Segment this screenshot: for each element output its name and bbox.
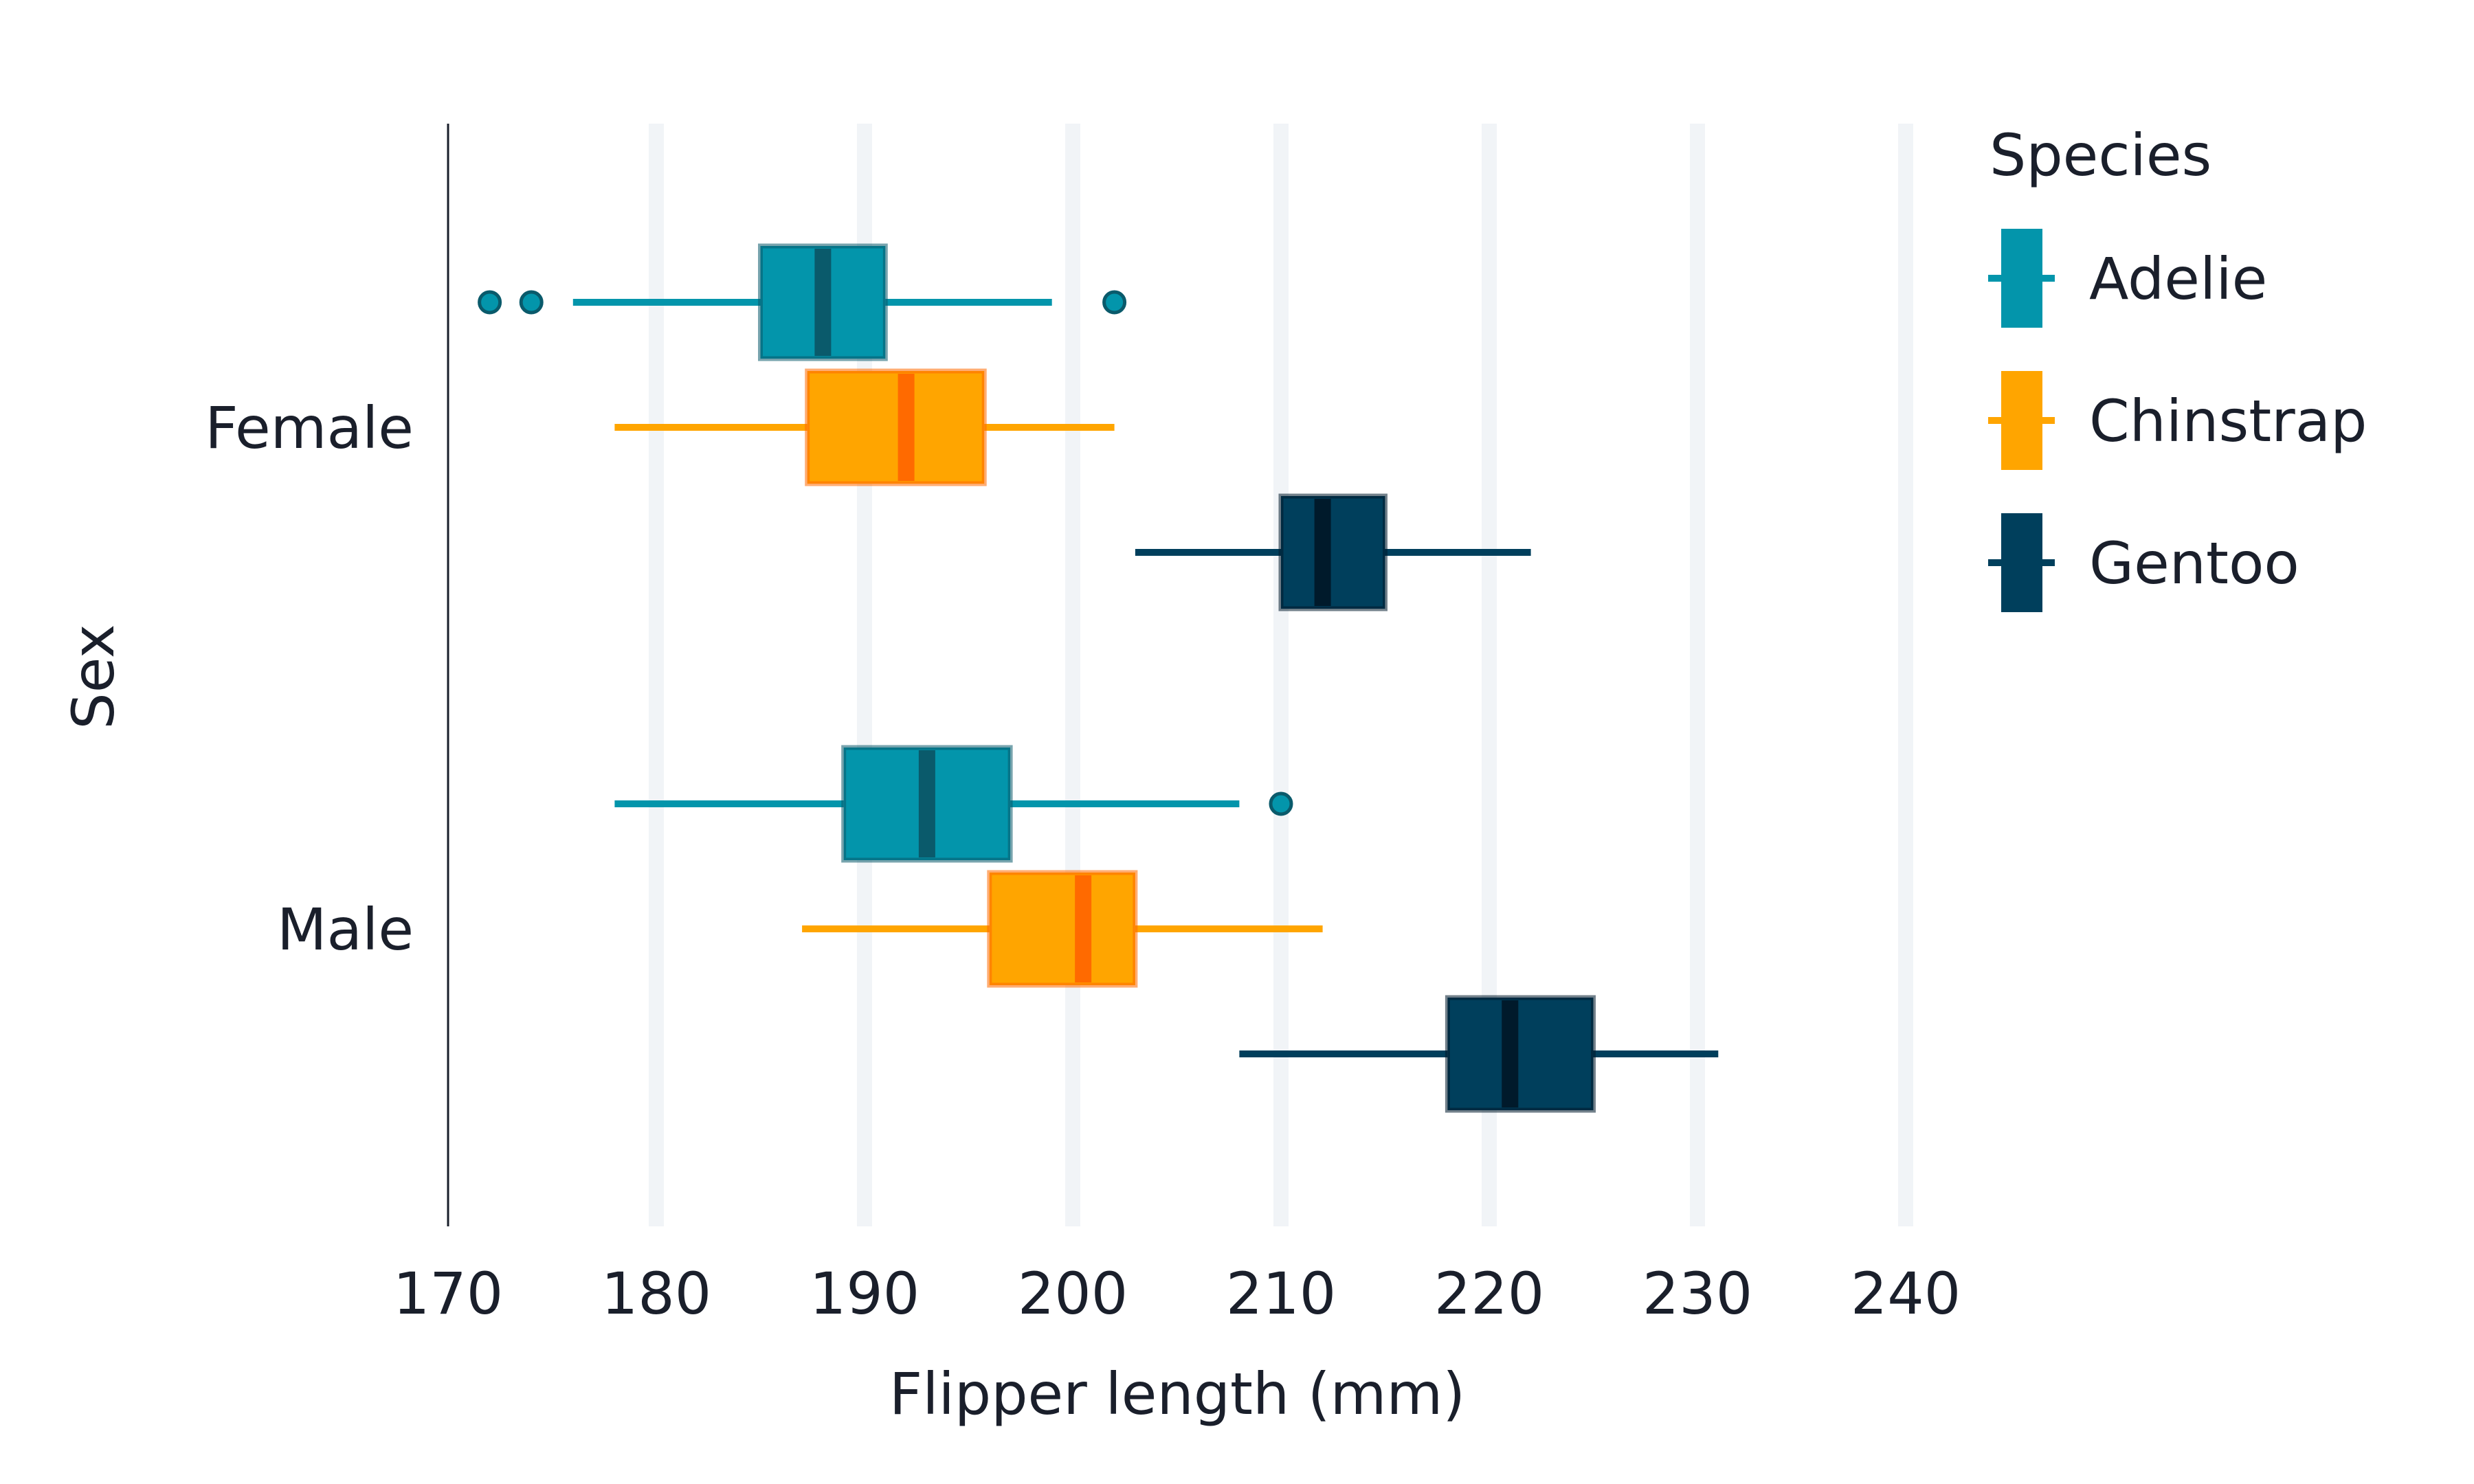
y-category-labels: Female Male xyxy=(205,394,414,963)
x-tick-label: 230 xyxy=(1642,1260,1752,1327)
legend-swatch xyxy=(2001,371,2042,470)
box-iqr xyxy=(1278,493,1388,611)
outlier-point xyxy=(1102,290,1127,315)
box-gentoo-female xyxy=(1135,493,1531,611)
outlier-point xyxy=(519,290,544,315)
outlier-point xyxy=(478,290,502,315)
x-tick-label: 190 xyxy=(810,1260,920,1327)
box-adelie-female xyxy=(478,243,1127,361)
legend: Species Adelie Chinstrap Gentoo xyxy=(1988,122,2367,612)
box-iqr xyxy=(987,870,1138,988)
legend-swatch xyxy=(2001,229,2042,328)
legend-label: Gentoo xyxy=(2089,530,2299,597)
legend-item-gentoo: Gentoo xyxy=(1988,513,2299,612)
box-adelie-male xyxy=(614,745,1293,863)
x-tick-label: 200 xyxy=(1018,1260,1128,1327)
legend-label: Adelie xyxy=(2089,245,2267,313)
legend-item-adelie: Adelie xyxy=(1988,229,2267,328)
legend-title: Species xyxy=(1990,122,2211,189)
box-chinstrap-female xyxy=(614,368,1115,486)
legend-item-chinstrap: Chinstrap xyxy=(1988,371,2367,470)
legend-swatch xyxy=(2001,513,2042,612)
plot-area xyxy=(478,243,1719,1113)
x-axis-label: Flipper length (mm) xyxy=(889,1360,1465,1428)
outlier-point xyxy=(1269,791,1293,816)
x-tick-label: 220 xyxy=(1434,1260,1544,1327)
x-tick-labels: 170 180 190 200 210 220 230 240 xyxy=(393,1260,1961,1327)
y-axis-label: Sex xyxy=(60,624,127,729)
legend-label: Chinstrap xyxy=(2089,387,2367,455)
box-iqr xyxy=(1445,995,1596,1113)
x-tick-label: 210 xyxy=(1226,1260,1336,1327)
y-category-label: Male xyxy=(277,896,414,963)
box-chinstrap-male xyxy=(802,870,1323,988)
box-gentoo-male xyxy=(1239,995,1719,1113)
x-tick-label: 180 xyxy=(601,1260,711,1327)
box-iqr xyxy=(805,368,987,486)
x-tick-label: 170 xyxy=(393,1260,503,1327)
y-category-label: Female xyxy=(205,394,414,462)
x-tick-label: 240 xyxy=(1851,1260,1961,1327)
